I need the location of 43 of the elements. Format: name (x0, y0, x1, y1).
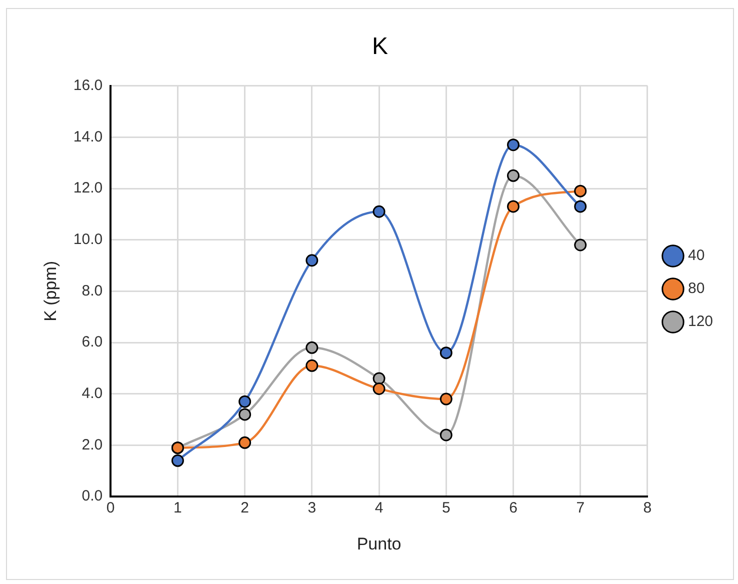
point (574, 238, 587, 252)
x-tick-label: 3 (308, 500, 316, 517)
point (507, 138, 520, 152)
point (440, 346, 452, 360)
point (507, 169, 520, 182)
y-tick-label: 6.0 (82, 334, 103, 351)
point (238, 436, 252, 449)
point (372, 205, 386, 218)
point (171, 454, 184, 467)
y-tick-label: 14.0 (73, 128, 103, 146)
point (574, 184, 587, 198)
y-tick-label: 10.0 (73, 230, 103, 248)
y-tick-label: 4.0 (82, 385, 103, 402)
y-tick-label: 0.0 (82, 488, 103, 505)
y-axis-title: K (ppm) (40, 260, 60, 322)
point (238, 408, 252, 421)
point (372, 382, 386, 396)
legend-label: 40 (688, 247, 705, 264)
legend-label: 120 (688, 313, 714, 330)
legend-label: 80 (688, 280, 705, 298)
x-axis-title: Punto (356, 534, 402, 554)
x-tick-label: 2 (240, 500, 249, 517)
x-tick-label: 0 (106, 500, 115, 517)
chart-title: K (372, 33, 388, 60)
point (440, 428, 452, 442)
y-tick-label: 2.0 (82, 436, 103, 454)
y-tick-label: 8.0 (82, 282, 103, 300)
point (238, 395, 252, 408)
point (372, 372, 386, 385)
point (306, 341, 318, 354)
point (306, 359, 318, 372)
point (574, 200, 587, 213)
x-tick-label: 5 (442, 500, 450, 517)
point (507, 200, 520, 213)
x-tick-label: 4 (374, 500, 384, 517)
x-tick-label: 7 (576, 500, 585, 517)
x-tick-label: 8 (643, 500, 652, 517)
point (440, 392, 452, 406)
x-tick-label: 6 (509, 500, 518, 517)
y-tick-label: 16.0 (73, 76, 103, 94)
y-tick-label: 12.0 (73, 180, 103, 197)
x-tick-label: 1 (174, 500, 182, 517)
point (306, 254, 318, 267)
